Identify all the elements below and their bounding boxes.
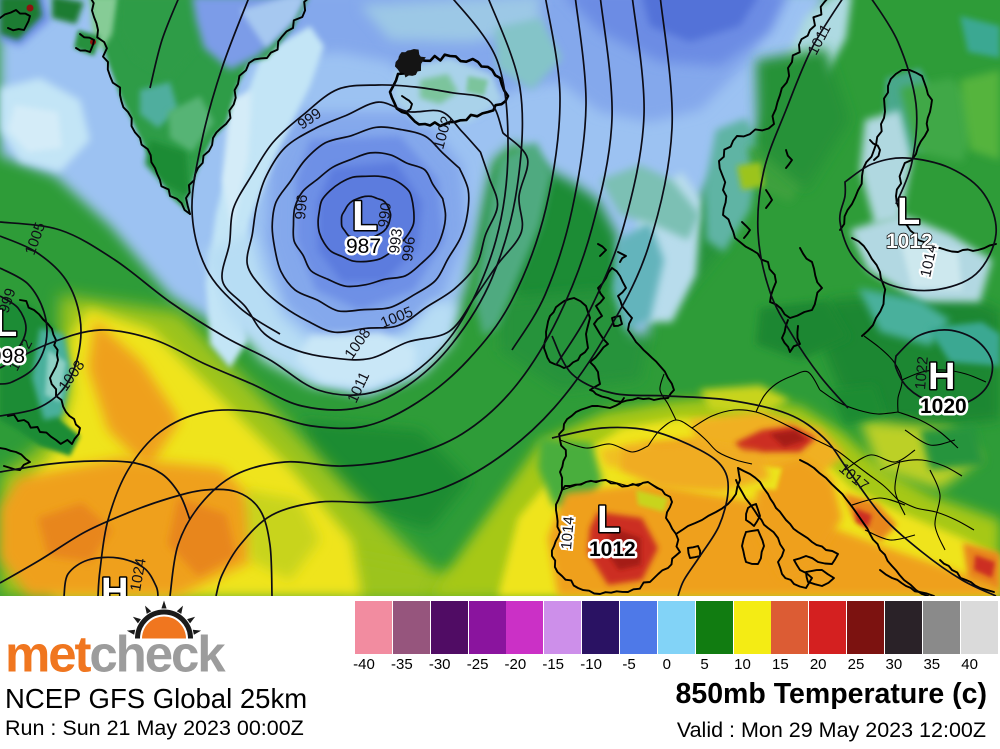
- svg-text:998: 998: [0, 345, 25, 368]
- svg-text:L: L: [352, 192, 378, 239]
- svg-text:1012: 1012: [589, 538, 636, 561]
- svg-text:metcheck: metcheck: [5, 625, 226, 676]
- svg-text:987: 987: [346, 235, 381, 258]
- svg-text:1014: 1014: [558, 516, 578, 551]
- svg-text:H: H: [928, 356, 955, 398]
- svg-text:996: 996: [399, 236, 419, 263]
- svg-text:L: L: [0, 303, 17, 345]
- svg-text:L: L: [597, 499, 620, 541]
- svg-text:1020: 1020: [920, 395, 967, 418]
- svg-text:993: 993: [386, 228, 406, 255]
- svg-text:L: L: [897, 191, 920, 233]
- svg-text:996: 996: [292, 194, 311, 220]
- svg-text:1012: 1012: [886, 230, 933, 253]
- svg-text:1024: 1024: [127, 557, 150, 593]
- svg-text:990: 990: [375, 202, 395, 229]
- svg-text:1022: 1022: [912, 356, 932, 391]
- svg-text:H: H: [101, 571, 128, 596]
